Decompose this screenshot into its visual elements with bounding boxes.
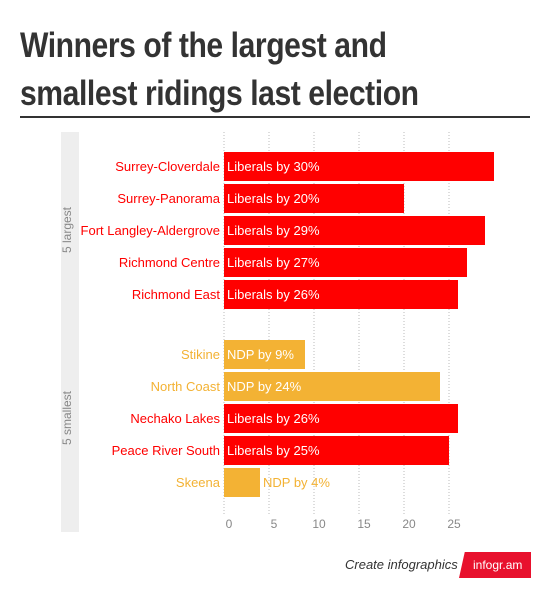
value-label: Liberals by 27% bbox=[227, 255, 320, 270]
bar bbox=[224, 184, 404, 213]
riding-label: Stikine bbox=[181, 347, 220, 362]
bar bbox=[224, 152, 494, 181]
riding-label: North Coast bbox=[151, 379, 221, 394]
value-label: Liberals by 26% bbox=[227, 411, 320, 426]
logo-text: infogr.am bbox=[473, 558, 523, 572]
group-label: 5 smallest bbox=[60, 390, 74, 445]
x-tick-label: 15 bbox=[357, 517, 371, 531]
riding-label: Peace River South bbox=[112, 443, 220, 458]
bar bbox=[224, 436, 449, 465]
x-tick-label: 20 bbox=[402, 517, 416, 531]
bar bbox=[224, 280, 458, 309]
group-band bbox=[61, 132, 79, 532]
x-tick-label: 25 bbox=[447, 517, 461, 531]
value-label: NDP by 4% bbox=[263, 475, 330, 490]
x-tick-label: 5 bbox=[271, 517, 278, 531]
bar bbox=[224, 404, 458, 433]
riding-label: Fort Langley-Aldergrove bbox=[81, 223, 220, 238]
x-tick-label: 0 bbox=[226, 517, 233, 531]
bar bbox=[224, 340, 305, 369]
riding-label: Nechako Lakes bbox=[130, 411, 220, 426]
title-rule bbox=[20, 116, 530, 118]
value-label: Liberals by 30% bbox=[227, 159, 320, 174]
group-label: 5 largest bbox=[60, 206, 74, 253]
value-label: Liberals by 25% bbox=[227, 443, 320, 458]
bar bbox=[224, 372, 440, 401]
chart-title: Winners of the largest and smallest ridi… bbox=[20, 26, 419, 113]
value-label: Liberals by 26% bbox=[227, 287, 320, 302]
riding-label: Surrey-Panorama bbox=[117, 191, 220, 206]
bar bbox=[224, 248, 467, 277]
riding-label: Richmond East bbox=[132, 287, 221, 302]
value-label: NDP by 9% bbox=[227, 347, 294, 362]
footer-text[interactable]: Create infographics bbox=[345, 557, 458, 572]
riding-label: Surrey-Cloverdale bbox=[115, 159, 220, 174]
value-label: Liberals by 20% bbox=[227, 191, 320, 206]
infogram-logo[interactable]: infogr.am bbox=[459, 552, 531, 578]
riding-label: Skeena bbox=[176, 475, 221, 490]
riding-label: Richmond Centre bbox=[119, 255, 220, 270]
value-label: Liberals by 29% bbox=[227, 223, 320, 238]
value-label: NDP by 24% bbox=[227, 379, 302, 394]
bar bbox=[224, 468, 260, 497]
x-tick-label: 10 bbox=[312, 517, 326, 531]
bar-chart: 5 largest Surrey-Cloverdale Liberals by 30… bbox=[60, 132, 494, 532]
bar bbox=[224, 216, 485, 245]
